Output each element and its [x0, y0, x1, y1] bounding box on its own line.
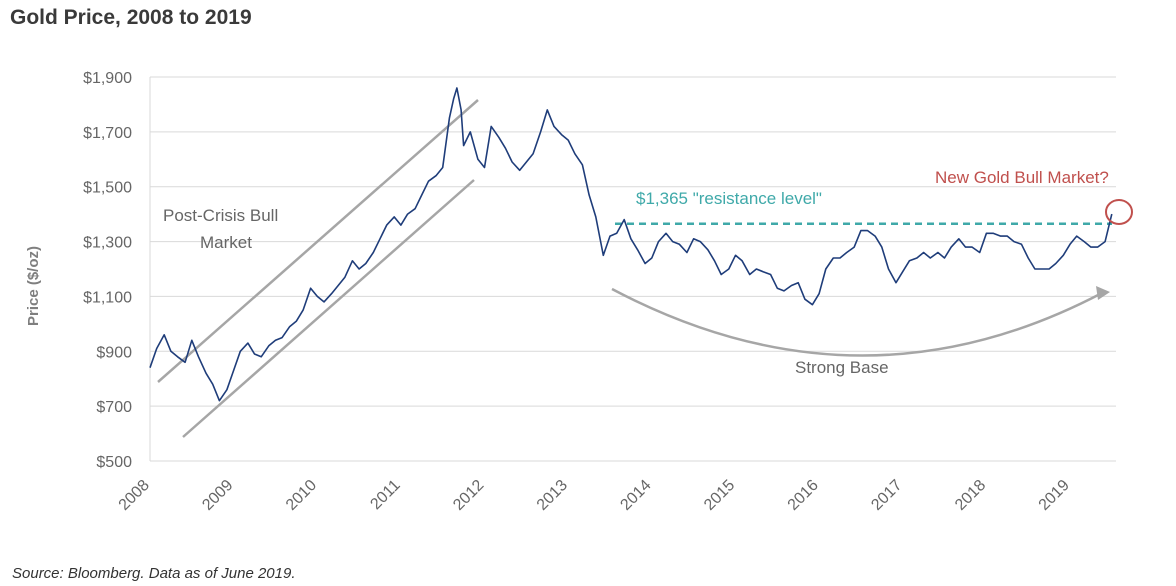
x-tick-label: 2013 — [534, 477, 571, 514]
x-tick-label: 2014 — [617, 477, 654, 514]
new-bull-circle — [1105, 199, 1133, 225]
y-tick-label: $500 — [96, 454, 132, 471]
gold-price-series — [149, 87, 1113, 402]
post-crisis-label-line2: Market — [200, 233, 252, 252]
x-tick-label: 2017 — [868, 477, 905, 514]
y-tick-label: $1,500 — [83, 180, 132, 197]
x-tick-label: 2016 — [785, 477, 822, 514]
resistance-label: $1,365 "resistance level" — [636, 189, 822, 208]
y-tick-label: $1,900 — [83, 70, 132, 87]
y-tick-label: $900 — [96, 344, 132, 361]
x-tick-label: 2018 — [952, 477, 989, 514]
gold-price-line — [149, 87, 1113, 402]
strong-base-arc — [611, 287, 1103, 357]
post-crisis-label-line1: Post-Crisis Bull — [163, 206, 278, 225]
bull-channel-lower-line — [182, 179, 475, 438]
x-tick-label: 2015 — [701, 477, 738, 514]
chart-title: Gold Price, 2008 to 2019 — [10, 6, 252, 29]
y-axis-ticks: $1,900 $1,700 $1,500 $1,300 $1,100 $900 $700 $5… — [83, 70, 132, 471]
x-axis-ticks: 2008 2009 2010 2011 2012 2013 2014 2015 2016 2017… — [116, 477, 1073, 514]
x-tick-label: 2019 — [1036, 477, 1073, 514]
x-tick-label: 2010 — [283, 477, 320, 514]
strong-base-arrow-head — [1096, 286, 1110, 300]
y-tick-label: $1,300 — [83, 235, 132, 252]
bull-channel-upper-line — [157, 99, 479, 383]
x-tick-label: 2008 — [116, 477, 153, 514]
y-axis-label: Price ($/oz) — [25, 246, 42, 326]
y-tick-label: $1,100 — [83, 289, 132, 306]
y-tick-label: $700 — [96, 399, 132, 416]
gold-price-chart: $1,900 $1,700 $1,500 $1,300 $1,100 $900 $700 $5… — [25, 70, 1133, 514]
x-tick-label: 2009 — [199, 477, 236, 514]
y-tick-label: $1,700 — [83, 125, 132, 142]
strong-base-label: Strong Base — [795, 358, 889, 377]
x-tick-label: 2012 — [450, 477, 487, 514]
source-note: Source: Bloomberg. Data as of June 2019. — [12, 565, 296, 582]
gridlines — [149, 76, 1116, 462]
x-tick-label: 2011 — [367, 477, 403, 513]
new-bull-label: New Gold Bull Market? — [935, 168, 1109, 187]
